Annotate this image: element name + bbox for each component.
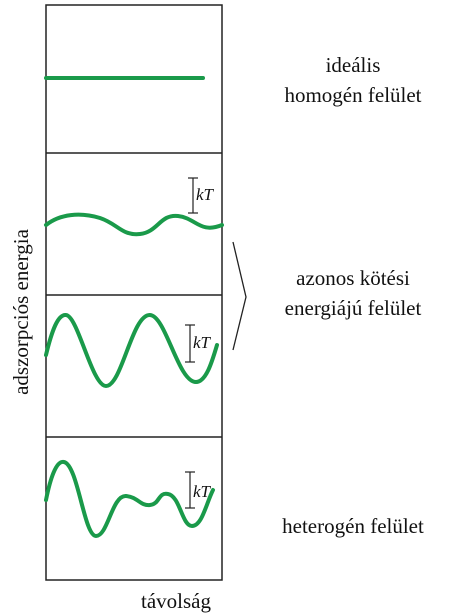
group-label: azonos kötési (296, 266, 410, 290)
scale-label: kT (196, 185, 215, 204)
scale-bar (188, 177, 198, 214)
group-label: homogén felület (284, 83, 421, 107)
scale-bar (185, 324, 195, 363)
scale-bar (185, 471, 195, 509)
gentle-wave (44, 212, 224, 237)
group-label: ideális (326, 53, 381, 77)
bracket (232, 241, 247, 351)
scale-label: kT (193, 333, 212, 352)
large-wave (44, 312, 219, 388)
group-label: heterogén felület (282, 514, 424, 538)
y-axis-label: adszorpciós energia (9, 228, 33, 394)
irregular-wave (44, 460, 215, 538)
frame (45, 4, 223, 581)
scale-label: kT (193, 482, 212, 501)
group-label: energiájú felület (285, 296, 422, 320)
x-axis-label: távolság (141, 589, 211, 613)
